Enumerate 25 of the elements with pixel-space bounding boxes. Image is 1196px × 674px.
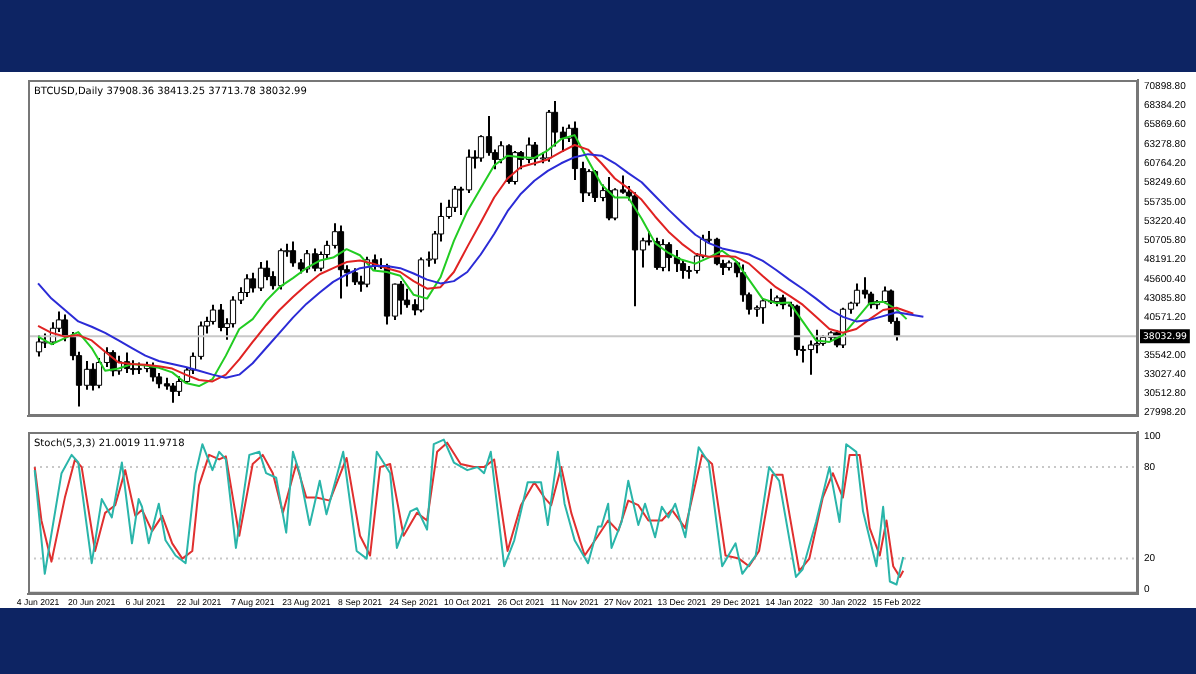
candlestick — [277, 247, 285, 291]
candlestick — [209, 303, 217, 326]
candlestick — [175, 375, 183, 397]
candlestick — [477, 134, 485, 163]
candlestick — [397, 280, 405, 316]
candlestick — [605, 175, 613, 222]
candlestick — [35, 334, 43, 358]
candlestick — [249, 271, 257, 294]
candlestick — [403, 287, 411, 309]
candlestick — [257, 261, 265, 292]
candlestick — [83, 359, 91, 391]
candlestick — [861, 276, 869, 300]
candlestick — [263, 259, 271, 282]
candlestick — [545, 109, 553, 163]
candlestick — [89, 362, 97, 392]
candlestick — [465, 148, 473, 194]
candlestick — [217, 302, 225, 333]
candlestick — [451, 185, 459, 213]
candlestick — [95, 356, 103, 390]
candlestick — [289, 240, 297, 268]
candlestick — [585, 168, 593, 197]
candlestick — [243, 273, 251, 299]
candlestick — [853, 282, 861, 308]
candlestick — [759, 297, 767, 325]
candlestick — [169, 382, 177, 404]
